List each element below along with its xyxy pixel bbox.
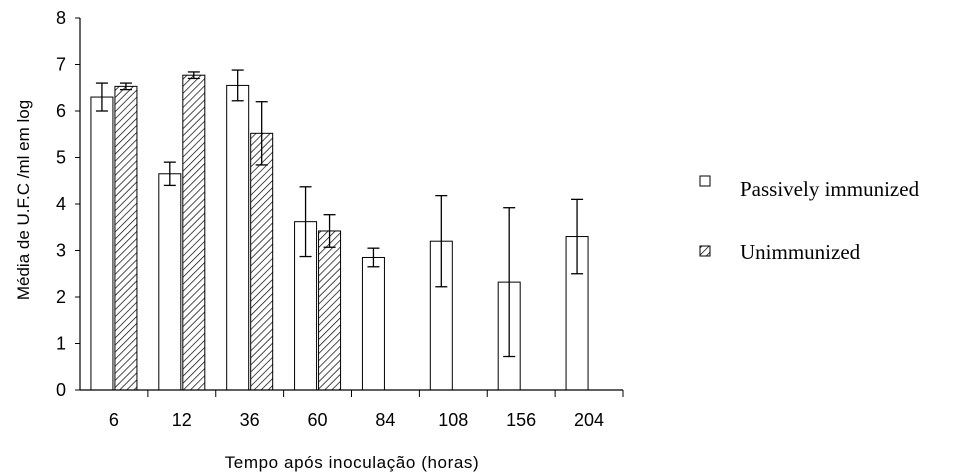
bars — [90, 74, 589, 391]
y-tick-label: 5 — [56, 148, 66, 168]
error-bar-unimmunized-6 — [119, 82, 132, 91]
bar-unimmunized-60 — [318, 230, 342, 391]
legend-label-passively-immunized: Passively immunized — [740, 177, 920, 201]
y-tick-label: 7 — [56, 55, 66, 75]
error-bar-passively-immunized-156 — [503, 207, 516, 358]
y-tick-label: 4 — [56, 194, 66, 214]
y-tick-label: 1 — [56, 334, 66, 354]
bar-passively-immunized-84 — [361, 256, 385, 391]
x-tick-label: 204 — [574, 410, 604, 430]
x-tick-label: 60 — [308, 410, 328, 430]
bar-passively-immunized-36 — [226, 84, 250, 391]
x-tick-label: 108 — [438, 410, 468, 430]
x-tick-label: 156 — [506, 410, 536, 430]
y-tick-label: 8 — [56, 8, 66, 28]
error-bar-passively-immunized-108 — [435, 194, 448, 288]
legend-swatch-passively-immunized — [699, 175, 711, 187]
y-tick-label: 0 — [56, 380, 66, 400]
legend: Passively immunized Unimmunized — [699, 175, 920, 264]
error-bars — [95, 69, 584, 358]
x-ticks: 6 12 36 60 84 108 156 204 — [109, 390, 624, 430]
y-ticks: 0 1 2 3 4 5 6 7 8 — [56, 8, 80, 400]
y-axis-title: Média de U.F.C /ml em log — [14, 100, 33, 300]
legend-label-unimmunized: Unimmunized — [740, 240, 861, 264]
y-tick-label: 2 — [56, 287, 66, 307]
error-bar-passively-immunized-84 — [367, 247, 380, 268]
x-axis-title: Tempo após inoculação (horas) — [225, 453, 480, 472]
error-bar-passively-immunized-12 — [163, 161, 176, 187]
bar-passively-immunized-6 — [90, 96, 114, 391]
error-bar-passively-immunized-36 — [231, 69, 244, 102]
error-bar-passively-immunized-60 — [299, 186, 312, 258]
bar-passively-immunized-12 — [158, 173, 182, 391]
bar-unimmunized-36 — [250, 132, 274, 391]
error-bar-passively-immunized-6 — [95, 82, 108, 112]
y-tick-label: 6 — [56, 101, 66, 121]
error-bar-unimmunized-12 — [187, 71, 200, 80]
y-tick-label: 3 — [56, 241, 66, 261]
bar-unimmunized-12 — [182, 74, 206, 391]
legend-swatch-unimmunized — [699, 245, 711, 257]
error-bar-unimmunized-60 — [323, 214, 336, 248]
bar-unimmunized-6 — [114, 85, 138, 391]
error-bar-unimmunized-36 — [255, 101, 268, 166]
error-bar-passively-immunized-204 — [571, 198, 584, 275]
x-tick-label: 36 — [240, 410, 260, 430]
x-tick-label: 12 — [172, 410, 192, 430]
x-tick-label: 6 — [109, 410, 119, 430]
x-tick-label: 84 — [375, 410, 395, 430]
